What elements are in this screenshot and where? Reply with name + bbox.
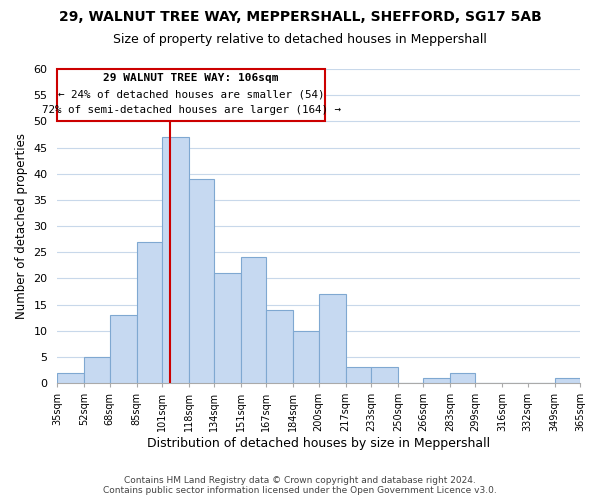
Bar [110,315,137,383]
Bar [346,368,371,383]
Bar [85,357,110,383]
Text: ← 24% of detached houses are smaller (54): ← 24% of detached houses are smaller (54… [58,89,325,99]
Bar [214,273,241,383]
Text: 29 WALNUT TREE WAY: 106sqm: 29 WALNUT TREE WAY: 106sqm [103,74,279,84]
FancyBboxPatch shape [58,69,325,122]
Bar [162,137,189,383]
Bar [266,310,293,383]
Text: 72% of semi-detached houses are larger (164) →: 72% of semi-detached houses are larger (… [42,105,341,115]
Bar [293,330,319,383]
Bar [450,372,475,383]
Bar [241,258,266,383]
Y-axis label: Number of detached properties: Number of detached properties [15,133,28,319]
Bar [189,179,214,383]
Bar [137,242,162,383]
Bar [58,372,85,383]
Text: 29, WALNUT TREE WAY, MEPPERSHALL, SHEFFORD, SG17 5AB: 29, WALNUT TREE WAY, MEPPERSHALL, SHEFFO… [59,10,541,24]
Text: Contains HM Land Registry data © Crown copyright and database right 2024.
Contai: Contains HM Land Registry data © Crown c… [103,476,497,495]
Bar [554,378,580,383]
Bar [319,294,346,383]
X-axis label: Distribution of detached houses by size in Meppershall: Distribution of detached houses by size … [147,437,490,450]
Bar [371,368,398,383]
Bar [423,378,450,383]
Text: Size of property relative to detached houses in Meppershall: Size of property relative to detached ho… [113,32,487,46]
